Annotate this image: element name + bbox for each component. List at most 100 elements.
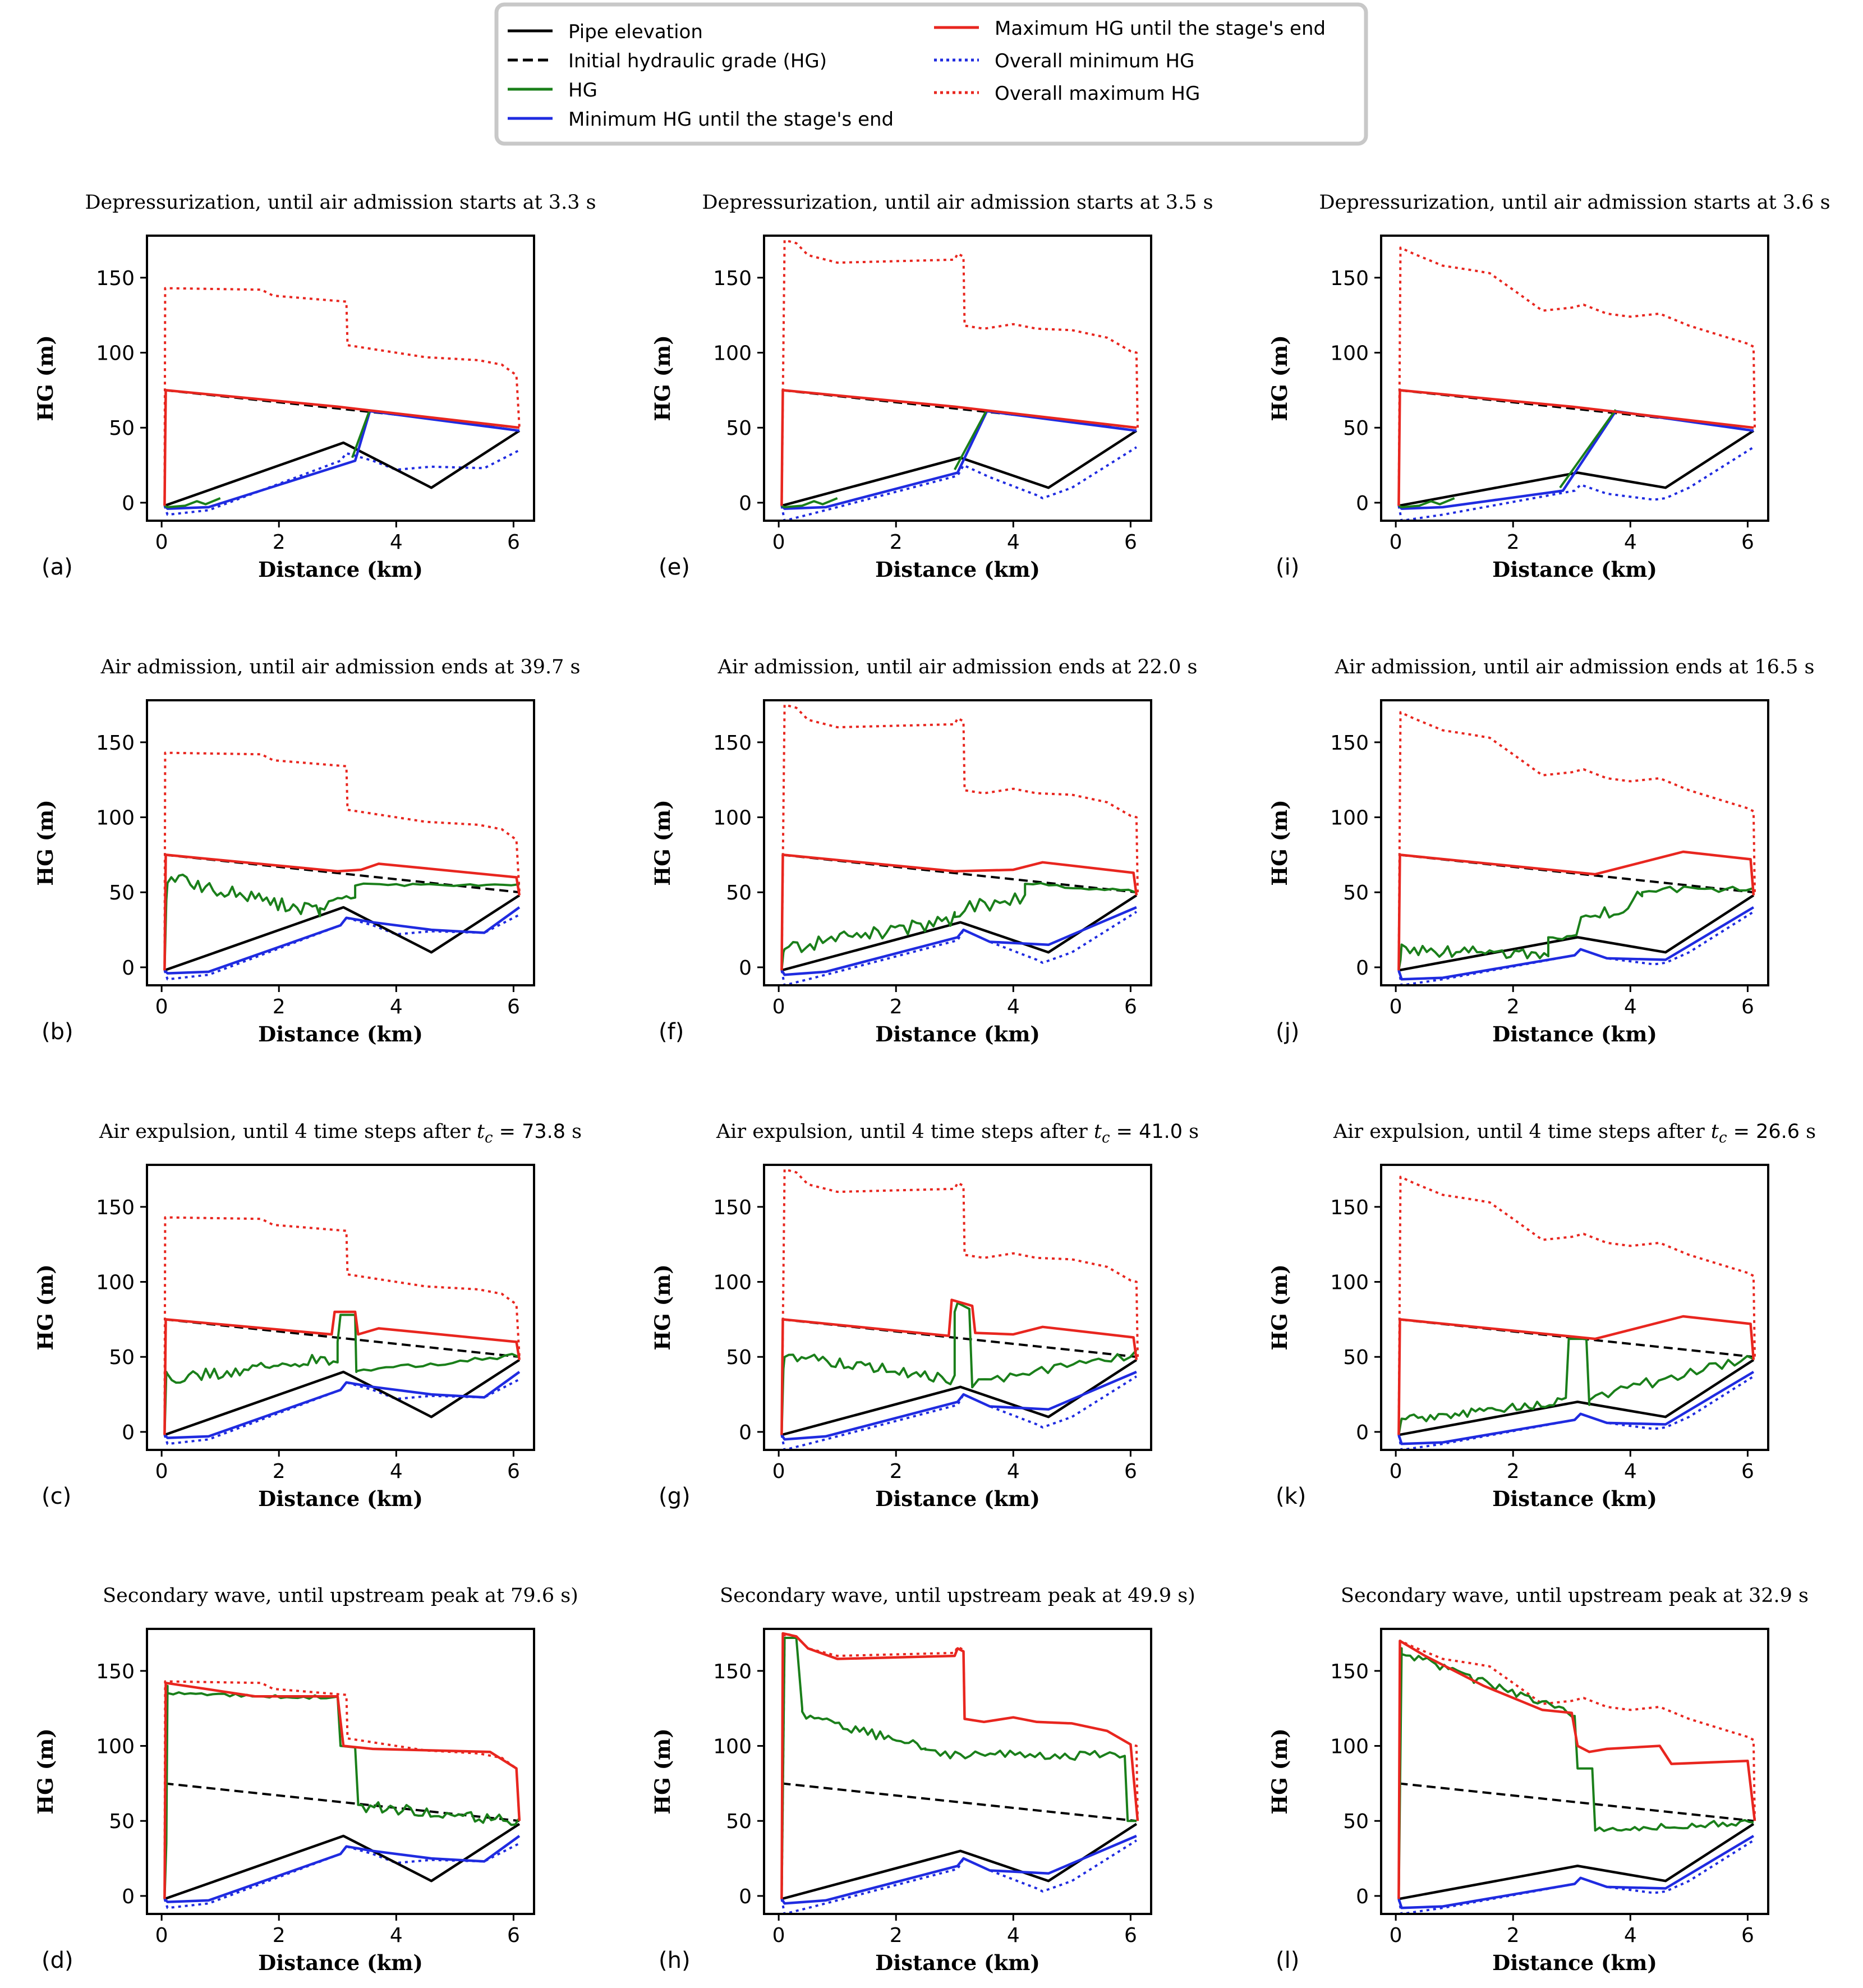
y-tick-label: 150 — [96, 732, 135, 755]
min-hg-line — [1397, 1835, 1755, 1909]
pipe-elevation-line — [1398, 1358, 1755, 1436]
x-tick-label: 4 — [1007, 531, 1020, 554]
y-tick-label: 0 — [1356, 1421, 1369, 1444]
y-tick-label: 50 — [109, 1346, 135, 1369]
x-axis-label: Distance (km) — [1492, 1486, 1657, 1511]
y-tick-label: 100 — [713, 342, 752, 365]
legend-item-min-hg: Minimum HG until the stage's end — [508, 108, 894, 131]
panel-title-title-sub: c — [485, 1130, 493, 1146]
x-tick-label: 2 — [273, 995, 286, 1018]
y-axis-label: HG (m) — [1267, 1264, 1292, 1351]
x-axis-label: Distance (km) — [875, 1486, 1040, 1511]
panel-title-title-sub: c — [1719, 1130, 1727, 1146]
panel-e: Depressurization, until air admission st… — [650, 191, 1213, 582]
y-tick-label: 100 — [96, 1271, 135, 1294]
x-tick-label: 2 — [890, 995, 903, 1018]
max-hg-line — [163, 389, 520, 506]
plot-frame — [146, 1628, 535, 1915]
x-tick-label: 4 — [1624, 995, 1637, 1018]
legend-item-max-hg: Maximum HG until the stage's end — [934, 17, 1326, 40]
y-tick-label: 0 — [739, 1885, 752, 1908]
max-hg-line — [163, 1310, 521, 1435]
y-axis-label: HG (m) — [650, 1728, 675, 1815]
panel-d: Secondary wave, until upstream peak at 7… — [33, 1585, 578, 1975]
panel-f: Air admission, until air admission ends … — [650, 656, 1197, 1046]
panel-title-title-suffix: s — [565, 1121, 582, 1143]
y-tick-label: 50 — [109, 1810, 135, 1833]
y-tick-label: 0 — [1356, 1885, 1369, 1908]
min-hg-line — [780, 1370, 1137, 1441]
x-tick-label: 4 — [390, 531, 403, 554]
y-tick-label: 50 — [109, 417, 135, 440]
overall-min-hg-line — [780, 1839, 1137, 1915]
plot-frame — [146, 1164, 535, 1451]
max-hg-line — [780, 1632, 1139, 1899]
max-hg-line — [163, 853, 521, 971]
max-hg-line — [780, 853, 1138, 971]
x-tick-label: 4 — [390, 1460, 403, 1483]
min-hg-line — [1397, 906, 1755, 981]
panel-title: Secondary wave, until upstream peak at 3… — [1341, 1585, 1809, 1607]
overall-min-hg-line — [1397, 911, 1754, 986]
x-tick-label: 6 — [1124, 1460, 1137, 1483]
y-tick-label: 150 — [1330, 732, 1369, 755]
plot-frame — [146, 699, 535, 986]
panel-letter: (e) — [659, 554, 690, 580]
panel-title-title-math: t — [1711, 1121, 1719, 1143]
y-tick-label: 50 — [1343, 881, 1369, 905]
legend-item-overall-max: Overall maximum HG — [934, 82, 1200, 105]
panel-c: Air expulsion, until 4 time steps after … — [33, 1121, 582, 1511]
panel-title: Secondary wave, until upstream peak at 4… — [720, 1585, 1195, 1607]
pipe-elevation-line — [164, 429, 521, 507]
panel-letter: (j) — [1276, 1019, 1299, 1045]
y-tick-label: 0 — [122, 1421, 135, 1444]
panel-title: Air expulsion, until 4 time steps after … — [716, 1121, 1199, 1146]
min-hg-line — [1397, 1371, 1755, 1445]
y-tick-label: 0 — [122, 492, 135, 515]
pipe-elevation-line — [1398, 429, 1755, 507]
x-tick-label: 4 — [390, 1924, 403, 1947]
hg-front-line — [1559, 408, 1617, 489]
max-hg-line — [1397, 1315, 1755, 1435]
y-axis-label: HG (m) — [650, 800, 675, 886]
panel-title-title-sub: c — [1102, 1130, 1110, 1146]
y-axis-label: HG (m) — [1267, 1728, 1292, 1815]
initial-hg-line — [1399, 1782, 1754, 1822]
y-tick-label: 0 — [122, 1885, 135, 1908]
overall-min-hg-line — [1397, 446, 1754, 522]
initial-hg-line — [781, 1782, 1137, 1822]
legend-label-overall-max: Overall maximum HG — [995, 82, 1200, 105]
x-axis-label: Distance (km) — [1492, 1950, 1657, 1975]
x-tick-label: 6 — [507, 1924, 520, 1947]
x-tick-label: 0 — [155, 531, 168, 554]
x-tick-label: 6 — [507, 1460, 520, 1483]
panel-h: Secondary wave, until upstream peak at 4… — [650, 1585, 1195, 1975]
overall-max-hg-line — [1397, 1640, 1756, 1899]
panels: Depressurization, until air admission st… — [33, 191, 1830, 1975]
panel-title: Air expulsion, until 4 time steps after … — [1333, 1121, 1816, 1146]
max-hg-line — [1397, 1640, 1756, 1899]
x-tick-label: 4 — [1007, 995, 1020, 1018]
panel-title-title-math: t — [1094, 1121, 1102, 1143]
x-tick-label: 6 — [507, 995, 520, 1018]
panel-title-title-value: = 41.0 — [1110, 1121, 1183, 1143]
overall-min-hg-line — [780, 1375, 1137, 1451]
pipe-elevation-line — [781, 429, 1138, 507]
y-tick-label: 150 — [96, 267, 135, 290]
y-tick-label: 50 — [1343, 1810, 1369, 1833]
x-axis-label: Distance (km) — [875, 1022, 1040, 1046]
legend-label-initial-hg: Initial hydraulic grade (HG) — [568, 50, 827, 72]
legend-label-min-hg: Minimum HG until the stage's end — [568, 108, 894, 131]
overall-min-hg-line — [1397, 1839, 1754, 1915]
pipe-elevation-line — [164, 1358, 521, 1436]
y-tick-label: 100 — [96, 807, 135, 830]
panel-title-title-prefix: Air expulsion, until 4 time steps after — [716, 1121, 1094, 1143]
panel-title-title-suffix: s — [1183, 1121, 1199, 1143]
x-tick-label: 4 — [1007, 1924, 1020, 1947]
x-axis-label: Distance (km) — [258, 557, 423, 582]
overall-max-hg-line — [1397, 1176, 1756, 1435]
legend-label-pipe: Pipe elevation — [568, 21, 703, 43]
x-tick-label: 2 — [890, 1460, 903, 1483]
x-axis-label: Distance (km) — [1492, 1022, 1657, 1046]
overall-min-hg-line — [780, 911, 1137, 986]
